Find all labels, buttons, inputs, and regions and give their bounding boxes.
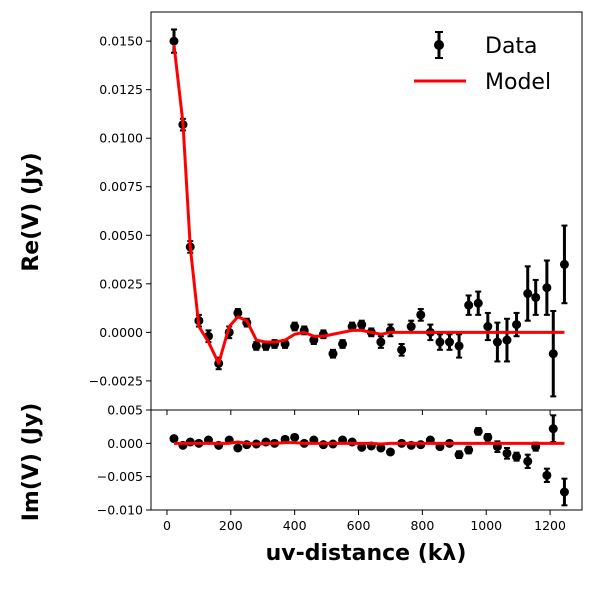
x-tick-label: 200 bbox=[219, 518, 243, 533]
y-tick-label: 0.0100 bbox=[99, 131, 143, 146]
data-point bbox=[406, 322, 416, 332]
data-point bbox=[492, 337, 502, 347]
x-tick-label: 800 bbox=[410, 518, 434, 533]
data-point bbox=[473, 426, 483, 436]
legend-data-marker bbox=[434, 40, 444, 50]
data-point bbox=[502, 448, 512, 458]
data-point bbox=[233, 443, 243, 453]
data-point bbox=[169, 36, 179, 46]
data-point bbox=[357, 320, 367, 330]
data-point bbox=[357, 442, 367, 452]
model-line bbox=[173, 440, 565, 446]
data-point bbox=[376, 443, 386, 453]
data-point bbox=[502, 335, 512, 345]
x-tick-label: 600 bbox=[347, 518, 371, 533]
data-point bbox=[233, 308, 243, 318]
y-tick-label: 0.0000 bbox=[99, 325, 143, 340]
imaginary-panel: −0.010 −0.005 0.000 0.005 0 200 400 600 800 1000 1… bbox=[97, 403, 583, 533]
y-tick-label: 0.0125 bbox=[99, 82, 143, 97]
data-point bbox=[261, 341, 271, 351]
legend: Data Model bbox=[414, 31, 551, 95]
data-point bbox=[454, 341, 464, 351]
legend-label-model: Model bbox=[485, 70, 551, 95]
data-point bbox=[169, 434, 179, 444]
y-tick-label: −0.005 bbox=[97, 469, 143, 484]
data-point bbox=[251, 341, 261, 351]
data-point bbox=[473, 298, 483, 308]
y-tick-label: 0.0025 bbox=[99, 276, 143, 291]
y-tick-label: 0.0075 bbox=[99, 179, 143, 194]
data-point bbox=[548, 424, 558, 434]
data-point bbox=[397, 345, 407, 355]
data-point bbox=[464, 300, 474, 310]
legend-label-data: Data bbox=[485, 34, 538, 59]
data-point bbox=[338, 339, 348, 349]
data-point bbox=[385, 447, 395, 457]
data-point bbox=[464, 445, 474, 455]
data-point bbox=[290, 322, 300, 332]
data-point bbox=[347, 322, 357, 332]
y-tick-label: 0.0150 bbox=[99, 34, 143, 49]
data-point bbox=[559, 487, 569, 497]
real-panel: −0.0025 0.0000 0.0025 0.0050 0.0075 0.0100 0.0… bbox=[89, 11, 583, 415]
y-tick-label: 0.0050 bbox=[99, 228, 143, 243]
data-point bbox=[483, 432, 493, 442]
data-point bbox=[523, 456, 533, 466]
data-point bbox=[290, 432, 300, 442]
data-point bbox=[376, 337, 386, 347]
data-point bbox=[328, 349, 338, 359]
x-tick-label: 400 bbox=[283, 518, 307, 533]
data-point bbox=[445, 337, 455, 347]
data-point bbox=[559, 259, 569, 269]
x-tick-label: 1000 bbox=[470, 518, 502, 533]
data-point bbox=[483, 322, 493, 332]
x-tick-label: 0 bbox=[163, 518, 171, 533]
y-tick-label: −0.010 bbox=[97, 503, 143, 518]
y-axis-label-real: Re(V) (Jy) bbox=[19, 152, 44, 271]
y-tick-label: 0.000 bbox=[107, 436, 143, 451]
data-point bbox=[435, 337, 445, 347]
plot-frame bbox=[150, 409, 583, 511]
data-point bbox=[531, 292, 541, 302]
y-axis-label-imaginary: Im(V) (Jy) bbox=[19, 403, 44, 522]
y-tick-label: −0.0025 bbox=[89, 373, 143, 388]
data-point bbox=[548, 349, 558, 359]
data-point bbox=[512, 320, 522, 330]
data-point bbox=[512, 452, 522, 462]
data-point bbox=[542, 470, 552, 480]
model-line bbox=[172, 44, 565, 365]
x-axis-label: uv-distance (kλ) bbox=[266, 541, 467, 566]
data-point bbox=[416, 310, 426, 320]
data-point bbox=[454, 450, 464, 460]
data-point bbox=[523, 289, 533, 299]
data-point bbox=[309, 335, 319, 345]
y-tick-label: 0.005 bbox=[107, 403, 143, 418]
data-point bbox=[542, 283, 552, 293]
x-tick-label: 1200 bbox=[534, 518, 566, 533]
